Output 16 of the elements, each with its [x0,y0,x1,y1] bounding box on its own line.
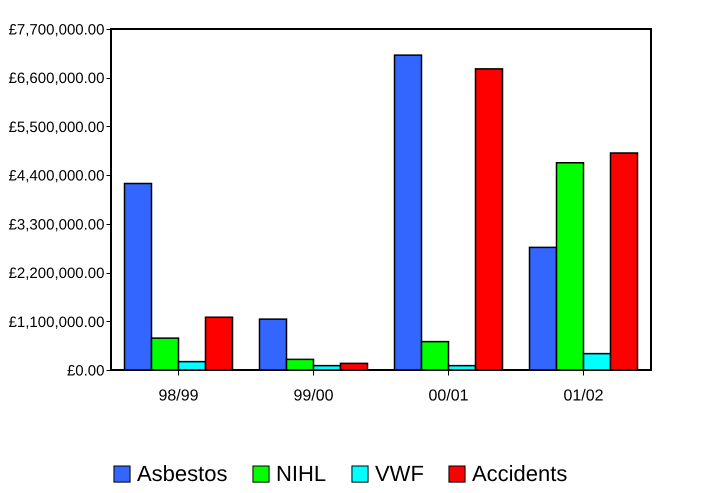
y-tick-label: £2,200,000.00 [8,265,104,282]
y-tick-label: £0.00 [66,362,104,380]
y-tick-label: £4,400,000.00 [8,168,104,185]
legend-label: NIHL [276,461,326,486]
y-tick-label: £5,500,000.00 [8,118,104,136]
y-tick-label: £1,100,000.00 [8,314,104,331]
x-tick-label: 99/00 [293,388,334,404]
x-tick-label: 98/99 [158,388,199,404]
x-tick-label: 01/02 [563,388,604,404]
legend-label: VWF [375,461,424,486]
y-tick-label: £3,300,000.00 [8,216,104,234]
y-tick-label: £6,600,000.00 [8,70,104,88]
y-tick-label: £7,700,000.00 [8,22,104,38]
legend-label: Asbestos [137,461,228,486]
x-tick-label: 00/01 [428,388,469,404]
legend-label: Accidents [472,461,568,486]
